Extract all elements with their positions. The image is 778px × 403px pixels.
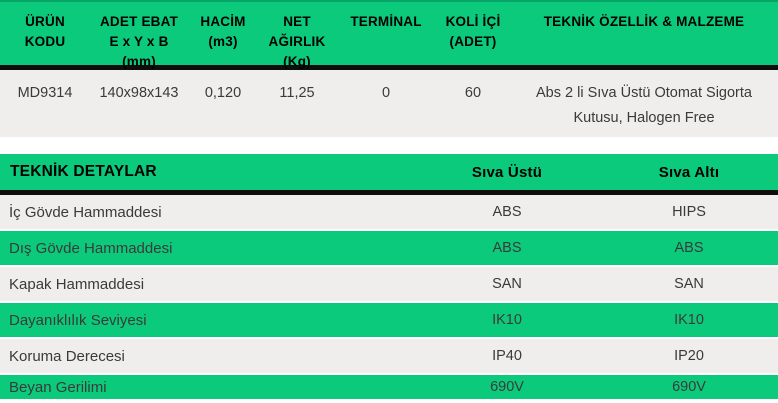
table-row-ic-govde: İç Gövde Hammaddesi ABS HIPS xyxy=(0,195,778,229)
row-label: Kapak Hammaddesi xyxy=(9,275,145,293)
header-divider-line xyxy=(0,190,778,195)
siva-alti-value: 690V xyxy=(672,379,706,395)
table-row-dis-govde: Dış Gövde Hammaddesi ABS ABS xyxy=(0,231,778,265)
table-row-kapak: Kapak Hammaddesi SAN SAN xyxy=(0,267,778,301)
col-header-urun-kodu: ÜRÜN KODU xyxy=(24,14,66,49)
siva-alti-value: SAN xyxy=(674,276,704,292)
siva-ustu-value: ABS xyxy=(492,240,522,256)
col-header-siva-alti: Sıva Altı xyxy=(658,163,720,181)
header-divider-line xyxy=(0,65,778,70)
cell-adet-ebat: 140x98x143 xyxy=(99,85,179,101)
row-label: Beyan Gerilimi xyxy=(9,378,107,396)
spec-table-header: ÜRÜN KODU ADET EBAT E x Y x B (mm) HACİM… xyxy=(0,0,778,69)
spec-table-row: MD9314 140x98x143 0,120 11,25 0 60 Abs 2… xyxy=(0,70,778,137)
details-title: TEKNİK DETAYLAR xyxy=(10,163,157,180)
row-label: Koruma Derecesi xyxy=(9,347,125,365)
siva-alti-value: IP20 xyxy=(674,348,704,364)
table-row-beyan: Beyan Gerilimi 690V 690V xyxy=(0,375,778,399)
col-header-koli-ici: KOLİ İÇİ (ADET) xyxy=(445,14,501,49)
table-row-dayaniklilik: Dayanıklılık Seviyesi IK10 IK10 xyxy=(0,303,778,337)
siva-alti-value: ABS xyxy=(674,240,704,256)
col-header-teknik-ozellik: TEKNİK ÖZELLİK & MALZEME xyxy=(543,14,745,29)
col-header-net-agirlik: NET AĞIRLIK (Kg) xyxy=(268,14,326,69)
siva-ustu-value: 690V xyxy=(490,379,524,395)
siva-ustu-value: IP40 xyxy=(492,348,522,364)
col-header-terminal: TERMİNAL xyxy=(350,14,422,29)
row-label: Dış Gövde Hammaddesi xyxy=(9,239,173,257)
cell-net-agirlik: 11,25 xyxy=(279,85,315,101)
siva-alti-value: IK10 xyxy=(674,312,704,328)
siva-ustu-value: SAN xyxy=(492,276,522,292)
cell-hacim: 0,120 xyxy=(204,85,242,101)
table-row-koruma: Koruma Derecesi IP40 IP20 xyxy=(0,339,778,373)
siva-ustu-value: IK10 xyxy=(492,312,522,328)
siva-alti-value: HIPS xyxy=(672,204,706,220)
cell-koli-ici: 60 xyxy=(464,85,482,101)
siva-ustu-value: ABS xyxy=(492,204,522,220)
cell-urun-kodu: MD9314 xyxy=(17,85,73,101)
cell-terminal: 0 xyxy=(381,85,391,101)
details-table-header: TEKNİK DETAYLAR Sıva Üstü Sıva Altı xyxy=(0,154,778,190)
col-header-hacim: HACİM (m3) xyxy=(200,14,246,49)
row-label: İç Gövde Hammaddesi xyxy=(9,203,162,221)
table-gap xyxy=(0,137,778,154)
col-header-siva-ustu: Sıva Üstü xyxy=(471,163,543,181)
cell-teknik-ozellik: Abs 2 li Sıva Üstü Otomat Sigorta Kutusu… xyxy=(536,85,752,126)
row-label: Dayanıklılık Seviyesi xyxy=(9,311,147,329)
col-header-adet-ebat: ADET EBAT E x Y x B (mm) xyxy=(99,14,179,69)
